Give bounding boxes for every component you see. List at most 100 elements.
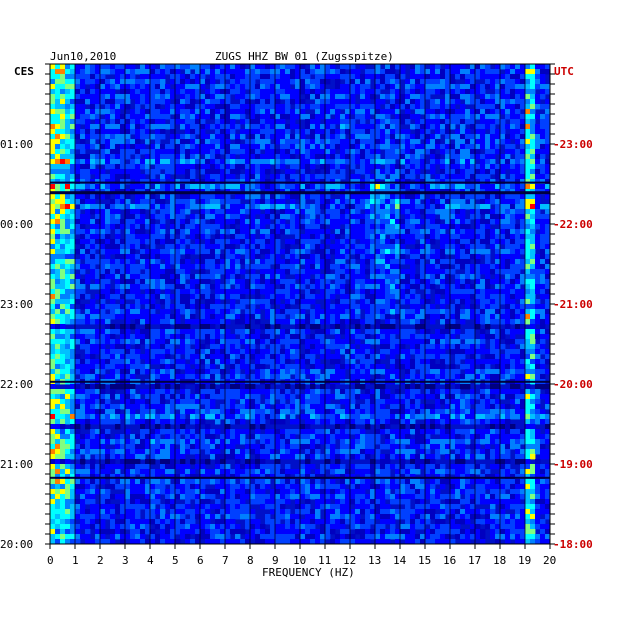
heatmap-cell [135,199,141,205]
heatmap-cell [490,229,496,235]
heatmap-cell [450,184,456,190]
heatmap-cell [55,229,61,235]
heatmap-cell [475,64,481,70]
heatmap-cell [55,154,61,160]
heatmap-cell [410,139,416,145]
heatmap-cell [225,89,231,95]
heatmap-cell [165,339,171,345]
heatmap-cell [70,234,76,240]
heatmap-cell [465,224,471,230]
heatmap-cell [275,229,281,235]
heatmap-cell [85,344,91,350]
heatmap-cell [385,129,391,135]
heatmap-cell [190,154,196,160]
heatmap-cell [235,289,241,295]
heatmap-cell [180,184,186,190]
heatmap-cell [200,289,206,295]
heatmap-cell [255,94,261,100]
heatmap-cell [385,219,391,225]
heatmap-cell [310,79,316,85]
heatmap-cell [435,209,441,215]
heatmap-cell [220,134,226,140]
heatmap-cell [205,339,211,345]
heatmap-cell [80,199,86,205]
heatmap-cell [60,79,66,85]
heatmap-cell [50,194,56,200]
heatmap-cell [230,84,236,90]
heatmap-cell [385,139,391,145]
heatmap-cell [115,134,121,140]
heatmap-cell [445,69,451,75]
heatmap-cell [165,269,171,275]
heatmap-cell [540,164,546,170]
heatmap-cell [310,289,316,295]
heatmap-cell [330,119,336,125]
heatmap-cell [50,149,56,155]
heatmap-cell [295,89,301,95]
heatmap-cell [60,299,66,305]
heatmap-cell [420,339,426,345]
heatmap-cell [80,254,86,260]
heatmap-cell [405,114,411,120]
heatmap-cell [440,204,446,210]
heatmap-cell [405,329,411,335]
heatmap-cell [250,199,256,205]
heatmap-cell [185,124,191,130]
heatmap-cell [190,194,196,200]
heatmap-cell [440,119,446,125]
heatmap-cell [460,129,466,135]
heatmap-cell [335,129,341,135]
heatmap-cell [170,164,176,170]
heatmap-cell [515,209,521,215]
heatmap-cell [480,99,486,105]
heatmap-cell [345,299,351,305]
heatmap-cell [150,339,156,345]
heatmap-cell [525,174,531,180]
heatmap-cell [290,134,296,140]
heatmap-cell [530,244,536,250]
heatmap-cell [125,289,131,295]
heatmap-cell [330,344,336,350]
heatmap-cell [405,169,411,175]
heatmap-cell [345,244,351,250]
heatmap-cell [340,204,346,210]
heatmap-cell [485,109,491,115]
heatmap-cell [210,109,216,115]
heatmap-cell [100,284,106,290]
heatmap-cell [270,74,276,80]
heatmap-cell [510,239,516,245]
heatmap-cell [450,339,456,345]
heatmap-cell [500,129,506,135]
heatmap-cell [285,209,291,215]
heatmap-cell [405,104,411,110]
heatmap-cell [75,289,81,295]
heatmap-cell [115,219,121,225]
heatmap-cell [160,74,166,80]
heatmap-cell [205,94,211,100]
heatmap-cell [355,254,361,260]
heatmap-cell [260,339,266,345]
heatmap-cell [440,149,446,155]
heatmap-cell [470,199,476,205]
heatmap-cell [320,329,326,335]
heatmap-cell [175,289,181,295]
heatmap-cell [325,99,331,105]
heatmap-cell [445,124,451,130]
heatmap-cell [65,134,71,140]
heatmap-cell [400,204,406,210]
heatmap-cell [90,194,96,200]
heatmap-cell [65,329,71,335]
heatmap-cell [380,329,386,335]
heatmap-cell [125,164,131,170]
heatmap-cell [80,114,86,120]
heatmap-cell [445,99,451,105]
heatmap-cell [390,289,396,295]
heatmap-cell [65,74,71,80]
heatmap-cell [475,109,481,115]
heatmap-cell [530,79,536,85]
heatmap-cell [265,244,271,250]
heatmap-cell [330,309,336,315]
heatmap-cell [155,144,161,150]
heatmap-cell [105,244,111,250]
